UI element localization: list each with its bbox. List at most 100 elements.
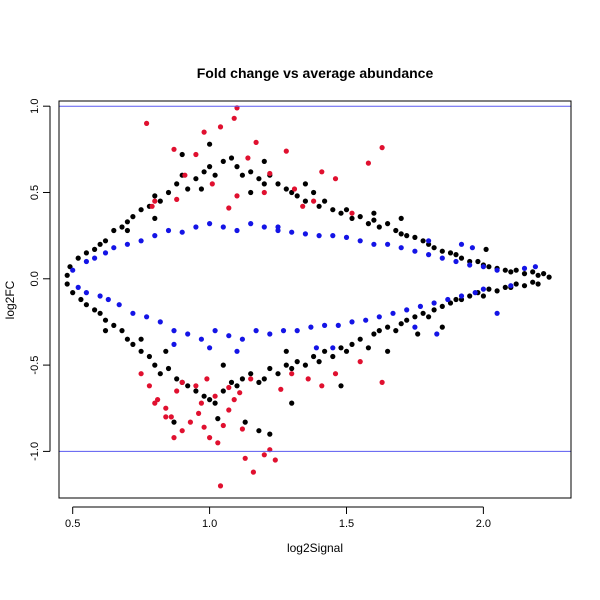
data-point	[472, 290, 478, 296]
data-point	[193, 176, 199, 182]
data-point	[152, 215, 158, 221]
data-point	[508, 269, 514, 275]
data-point	[105, 296, 111, 303]
data-point	[376, 314, 382, 320]
data-point	[171, 419, 177, 425]
data-point	[253, 328, 259, 334]
data-point	[198, 400, 204, 406]
data-point	[220, 388, 226, 394]
data-point	[508, 283, 514, 289]
data-point	[439, 248, 445, 254]
data-point	[393, 227, 399, 234]
data-point	[248, 169, 254, 175]
data-point	[198, 336, 204, 342]
data-point	[365, 221, 371, 227]
data-point	[453, 258, 459, 265]
data-point	[248, 189, 254, 196]
data-point	[385, 241, 391, 247]
data-point	[434, 331, 440, 337]
data-point	[349, 319, 355, 325]
data-point	[338, 345, 344, 351]
data-point	[316, 233, 322, 239]
y-tick-label: -1.0	[29, 442, 41, 461]
data-point	[308, 324, 314, 330]
data-point	[138, 371, 144, 377]
data-point	[458, 293, 465, 299]
data-point	[256, 428, 262, 434]
data-point	[157, 319, 163, 325]
data-point	[212, 393, 218, 399]
data-point	[220, 158, 226, 164]
data-point	[338, 210, 344, 216]
data-point	[217, 124, 224, 130]
data-point	[404, 233, 410, 239]
data-point	[196, 410, 202, 416]
data-point	[322, 198, 328, 204]
data-point	[316, 359, 322, 365]
data-point	[439, 324, 445, 330]
data-point	[97, 241, 103, 247]
data-point	[289, 371, 295, 377]
data-point	[212, 400, 218, 406]
data-point	[431, 300, 437, 306]
data-point	[119, 224, 125, 230]
data-point	[152, 198, 158, 204]
data-point	[349, 341, 355, 347]
data-point	[245, 155, 251, 161]
x-tick-label: 2.0	[476, 518, 491, 530]
data-point	[280, 328, 287, 334]
data-point	[305, 376, 311, 382]
data-point	[171, 341, 177, 347]
data-point	[228, 155, 235, 161]
data-point	[291, 186, 298, 192]
data-point	[234, 193, 240, 199]
data-point	[157, 371, 163, 377]
data-point	[431, 245, 437, 251]
data-point	[357, 238, 363, 244]
data-point	[426, 238, 432, 244]
data-point	[322, 322, 328, 328]
data-point	[483, 246, 489, 252]
data-point	[294, 359, 300, 365]
data-point	[521, 271, 528, 277]
data-point	[475, 258, 481, 265]
data-point	[404, 317, 410, 323]
data-point	[209, 181, 215, 187]
data-point	[242, 455, 248, 461]
data-point	[155, 397, 161, 403]
data-point	[311, 189, 317, 196]
data-point	[248, 221, 254, 227]
data-point	[412, 324, 418, 330]
data-point	[376, 224, 382, 230]
data-point	[349, 215, 355, 221]
x-axis: 0.5 1.0 1.5 2.0	[65, 506, 491, 530]
y-tick-label: 0.0	[29, 271, 41, 286]
data-point	[234, 227, 240, 234]
data-point	[458, 255, 465, 261]
data-point	[130, 310, 136, 316]
data-point	[116, 302, 122, 308]
data-point	[420, 310, 426, 316]
data-point	[322, 348, 328, 354]
data-point	[234, 348, 240, 354]
data-point	[439, 303, 445, 309]
data-point	[204, 376, 210, 382]
data-point	[70, 267, 76, 273]
data-point	[330, 207, 336, 213]
data-point	[415, 331, 421, 337]
data-point	[152, 362, 158, 368]
data-point	[365, 345, 371, 351]
data-point	[97, 293, 103, 299]
data-point	[412, 234, 418, 240]
data-point	[201, 424, 207, 430]
data-point	[201, 393, 207, 399]
data-point	[163, 414, 169, 420]
data-point	[398, 245, 404, 251]
data-point	[198, 186, 204, 192]
data-point	[234, 164, 240, 170]
data-point	[187, 419, 193, 425]
data-point	[212, 172, 218, 178]
data-point	[138, 238, 144, 244]
data-point	[146, 383, 152, 389]
